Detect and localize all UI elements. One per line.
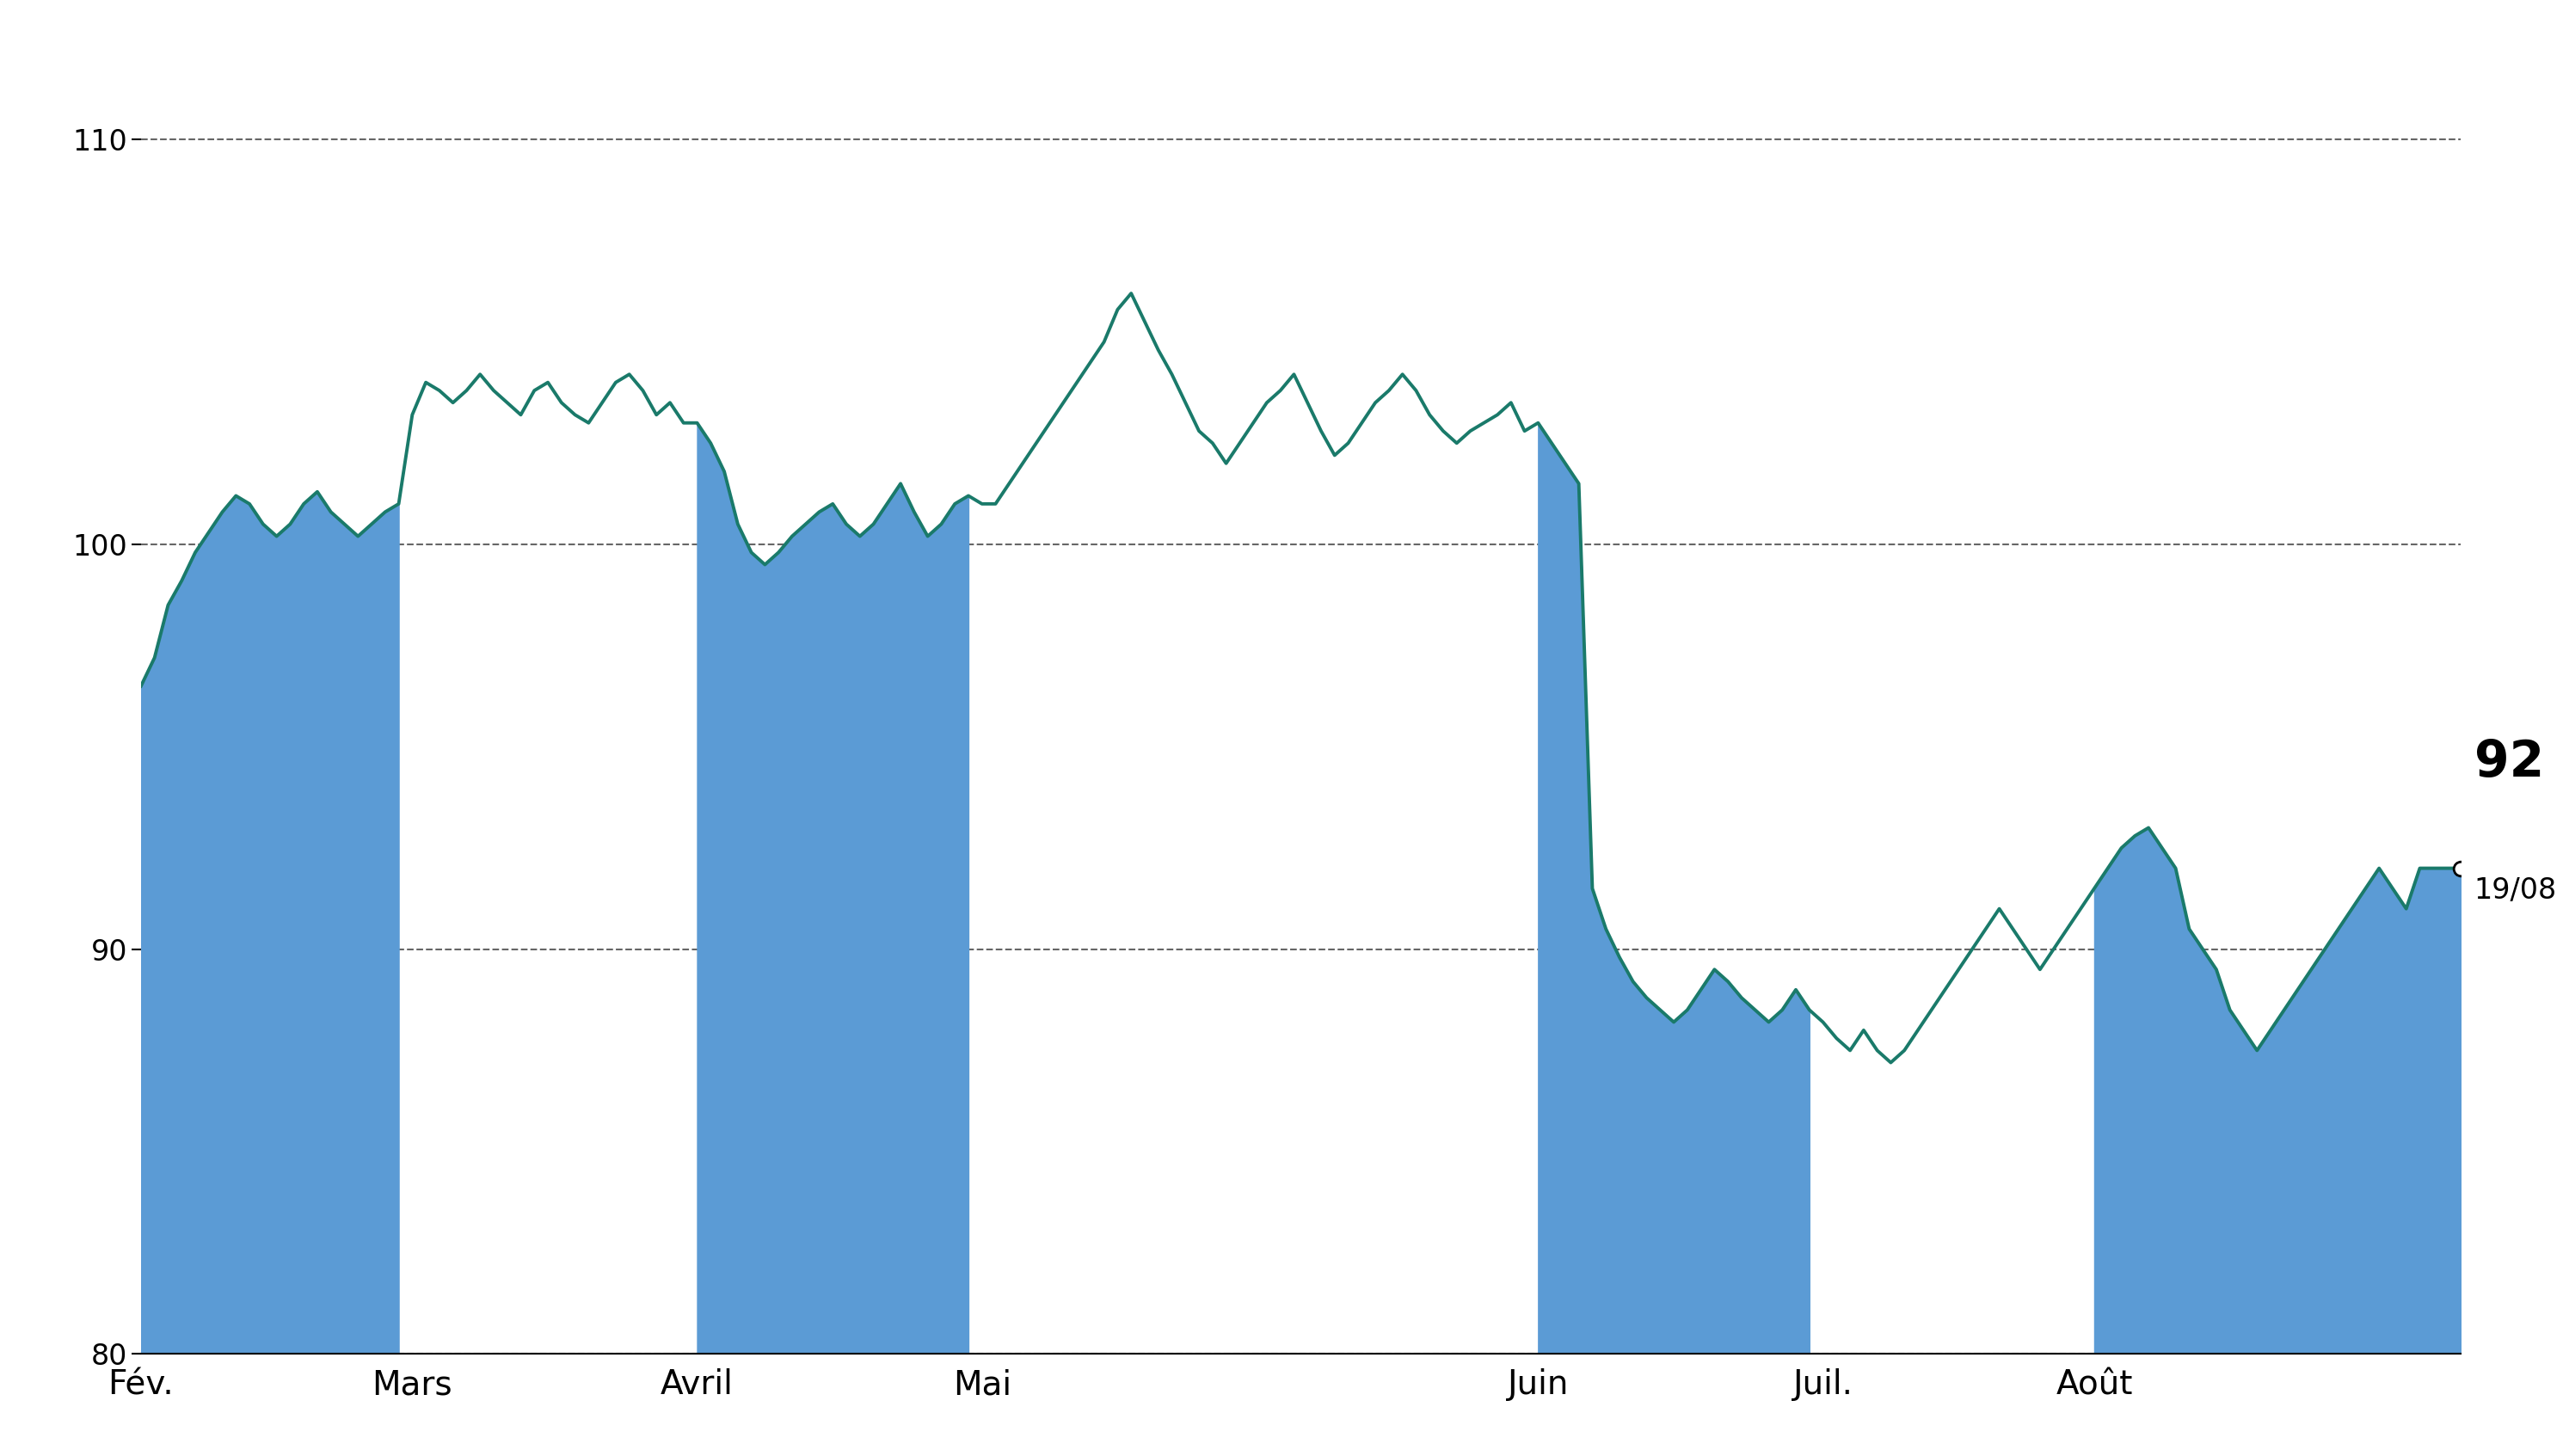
Text: 92: 92 — [2473, 738, 2545, 788]
Text: EIFFAGE: EIFFAGE — [1061, 0, 1502, 89]
Text: 19/08: 19/08 — [2473, 877, 2558, 904]
